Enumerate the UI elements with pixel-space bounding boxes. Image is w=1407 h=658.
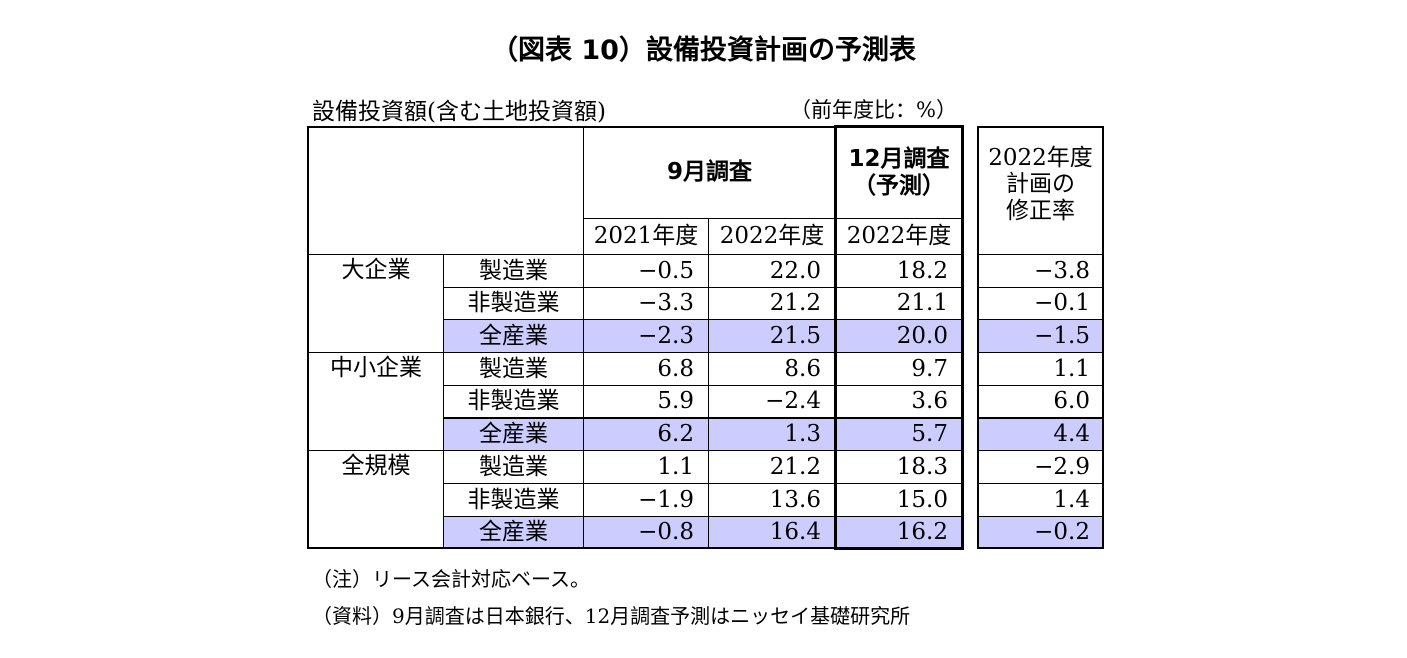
cell-text: 1.4 — [1053, 486, 1090, 513]
revision-cell: −0.1 — [978, 286, 1103, 321]
cell-text: 大企業 — [341, 257, 411, 283]
cell-text: 4.4 — [1053, 421, 1090, 448]
value-cell: 16.2 — [835, 515, 963, 550]
value-cell: 16.4 — [708, 515, 836, 550]
source: （資料）9月調査は日本銀行、12月調査予測はニッセイ基礎研究所 — [312, 604, 911, 628]
revision-cell: 4.4 — [978, 417, 1103, 452]
cell-text: 1.1 — [657, 453, 694, 480]
cell-text: 5.7 — [911, 421, 948, 448]
cell-text: 15.0 — [896, 486, 948, 513]
value-cell: 5.7 — [835, 417, 963, 452]
cell-text: −0.5 — [638, 257, 694, 284]
cell-text: 12月調査 — [848, 146, 950, 173]
unit: （前年度比：%） — [790, 98, 957, 122]
cell-text: 計画の — [1006, 171, 1075, 198]
cell-text: 6.2 — [657, 421, 694, 448]
revision-cell: −1.5 — [978, 319, 1103, 354]
cell-text: 2022年度 — [719, 223, 825, 250]
subtitle: 設備投資額(含む土地投資額) — [312, 99, 606, 125]
cell-text: 製造業 — [479, 355, 548, 382]
value-cell: −1.9 — [583, 482, 709, 517]
value-cell: 21.5 — [708, 319, 836, 354]
cell-text: 2022年度 — [846, 223, 952, 250]
cell-text: 18.2 — [896, 257, 948, 284]
cell-text: 16.4 — [769, 519, 821, 546]
value-cell: 20.0 — [835, 319, 963, 354]
cell-text: 全規模 — [341, 453, 411, 480]
cell-text: （予測） — [853, 172, 945, 199]
cell-text: −2.9 — [1034, 453, 1090, 480]
cell-text: 22.0 — [769, 257, 821, 284]
cell-text: 6.8 — [657, 355, 694, 382]
cell-text: 5.9 — [657, 388, 694, 415]
cell-text: 21.2 — [769, 290, 821, 317]
cell-text: 1.3 — [784, 421, 821, 448]
cell-text: 9月調査 — [666, 159, 752, 186]
cell-text: 非製造業 — [467, 290, 560, 317]
cell-text: −0.2 — [1034, 519, 1090, 546]
cell-text: 非製造業 — [467, 388, 560, 415]
note: （注）リース会計対応ベース。 — [312, 567, 590, 591]
cell-text: 13.6 — [769, 486, 821, 513]
cell-text: 修正率 — [1006, 197, 1075, 224]
revision-frame — [977, 126, 1104, 550]
cell-text: −3.3 — [638, 290, 694, 317]
title: （図表 10）設備投資計画の予測表 — [491, 35, 916, 66]
value-cell: 21.1 — [835, 286, 963, 321]
cell-text: 2022年度 — [988, 145, 1093, 171]
table-frame — [307, 126, 964, 550]
cell-text: 3.6 — [911, 388, 948, 415]
value-cell: 22.0 — [708, 254, 836, 288]
sector-cell: 全産業 — [443, 417, 584, 452]
sector-cell: 非製造業 — [443, 482, 584, 517]
value-cell: 1.3 — [708, 417, 836, 452]
cell-text: 20.0 — [896, 323, 948, 350]
cell-text: −1.5 — [1034, 323, 1090, 350]
cell-text: 6.0 — [1053, 388, 1090, 415]
cell-text: 9.7 — [911, 355, 948, 382]
cell-text: 18.3 — [896, 453, 948, 480]
cell-text: −2.3 — [638, 323, 694, 350]
value-cell: −0.8 — [583, 515, 709, 550]
revision-cell: −0.2 — [978, 515, 1103, 550]
cell-text: −0.1 — [1034, 290, 1090, 317]
value-cell: −3.3 — [583, 286, 709, 321]
cell-text: −1.9 — [638, 486, 694, 513]
cell-text: 全産業 — [479, 421, 548, 448]
cell-text: 全産業 — [479, 323, 548, 350]
cell-text: 中小企業 — [330, 355, 422, 382]
cell-text: −3.8 — [1034, 257, 1090, 284]
header-december: 12月調査 （予測） — [835, 126, 963, 219]
cell-text: 製造業 — [479, 453, 548, 480]
cell-text: −2.4 — [765, 388, 821, 415]
cell-text: 21.2 — [769, 453, 821, 480]
cell-text: 1.1 — [1053, 355, 1090, 382]
cell-text: −0.8 — [638, 519, 694, 546]
value-cell: 6.2 — [583, 417, 709, 452]
cell-text: 16.2 — [896, 519, 948, 546]
cell-text: 21.1 — [896, 290, 948, 317]
cell-text: 全産業 — [479, 519, 548, 546]
cell-text: 非製造業 — [467, 486, 560, 513]
cell-text: 21.5 — [769, 323, 821, 350]
cell-text: 8.6 — [784, 355, 821, 382]
cell-text: 製造業 — [479, 257, 548, 284]
cell-text: 2021年度 — [593, 223, 699, 250]
sector-cell: 全産業 — [443, 515, 584, 550]
